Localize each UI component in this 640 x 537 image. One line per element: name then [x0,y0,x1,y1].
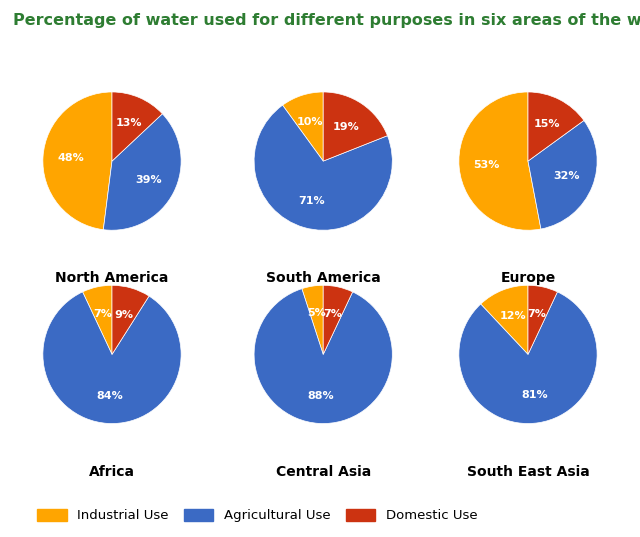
Text: South East Asia: South East Asia [467,465,589,478]
Wedge shape [528,92,584,161]
Wedge shape [254,105,392,230]
Text: 15%: 15% [534,119,560,129]
Text: 48%: 48% [57,154,84,163]
Wedge shape [528,120,597,229]
Text: 12%: 12% [499,311,526,321]
Wedge shape [481,285,528,354]
Text: 71%: 71% [298,196,325,206]
Text: Africa: Africa [89,465,135,478]
Text: 88%: 88% [307,391,334,401]
Text: Percentage of water used for different purposes in six areas of the world.: Percentage of water used for different p… [13,13,640,28]
Legend: Industrial Use, Agricultural Use, Domestic Use: Industrial Use, Agricultural Use, Domest… [32,503,483,528]
Wedge shape [254,289,392,424]
Text: 7%: 7% [527,309,547,319]
Text: North America: North America [55,271,169,285]
Wedge shape [83,285,112,354]
Wedge shape [323,92,387,161]
Text: 7%: 7% [93,309,113,319]
Text: 7%: 7% [323,309,342,319]
Text: Central Asia: Central Asia [276,465,371,478]
Wedge shape [528,285,557,354]
Text: 84%: 84% [96,391,123,401]
Text: 10%: 10% [297,117,324,127]
Text: 9%: 9% [114,310,133,320]
Wedge shape [112,92,163,161]
Wedge shape [459,92,541,230]
Text: 5%: 5% [307,308,326,318]
Text: 39%: 39% [136,175,163,185]
Wedge shape [103,114,181,230]
Text: 13%: 13% [115,118,141,128]
Wedge shape [323,285,353,354]
Wedge shape [112,285,149,354]
Wedge shape [43,92,112,230]
Wedge shape [283,92,323,161]
Wedge shape [459,292,597,424]
Text: Europe: Europe [500,271,556,285]
Text: South America: South America [266,271,381,285]
Text: 53%: 53% [474,160,500,170]
Wedge shape [302,285,323,354]
Wedge shape [43,292,181,424]
Text: 19%: 19% [333,122,360,132]
Text: 81%: 81% [521,390,548,401]
Text: 32%: 32% [554,171,580,182]
